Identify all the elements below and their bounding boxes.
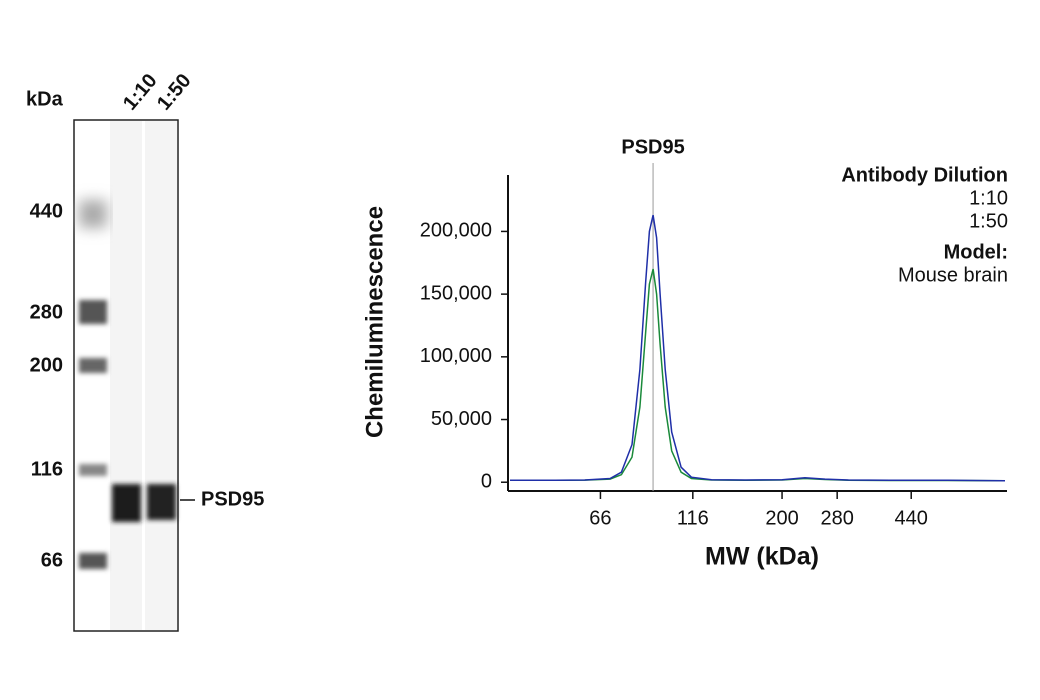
lane — [110, 121, 142, 630]
y-axis-label: Chemiluminescence — [361, 206, 388, 438]
x-tick-label: 116 — [677, 507, 709, 529]
ladder-band — [79, 553, 107, 569]
target-band — [112, 484, 141, 522]
target-label: PSD95 — [201, 488, 264, 510]
lane-label: 1:50 — [153, 70, 196, 115]
gel: kDa 1:10 1:50 PSD95 — [26, 70, 264, 632]
ladder-label: 280 — [30, 301, 63, 323]
ladder-label: 200 — [30, 354, 63, 376]
legend-title: Antibody Dilution — [841, 164, 1008, 186]
unit-label: kDa — [26, 88, 64, 110]
legend-entry: 1:10 — [969, 187, 1008, 209]
y-tick-label: 0 — [481, 471, 492, 493]
ladder-band — [79, 358, 107, 373]
y-tick-label: 150,000 — [420, 282, 492, 304]
series-line — [510, 214, 1006, 482]
y-tick-label: 200,000 — [420, 220, 492, 242]
x-axis-label: MW (kDa) — [705, 543, 819, 571]
ladder-band — [79, 300, 107, 324]
target-band — [147, 484, 176, 520]
legend-entry: 1:50 — [969, 210, 1008, 232]
lane — [145, 121, 177, 630]
ladder-label: 440 — [30, 200, 63, 222]
x-tick-label: 280 — [820, 507, 853, 529]
ladder-label: 66 — [41, 549, 63, 571]
lane-label: 1:10 — [119, 70, 162, 115]
ladder-band — [79, 464, 107, 476]
x-tick-label: 440 — [895, 507, 928, 529]
model-label: Model: — [944, 241, 1008, 263]
ladder-band — [79, 200, 107, 228]
x-tick-label: 200 — [765, 507, 798, 529]
x-tick-label: 66 — [589, 507, 611, 529]
peak-label: PSD95 — [621, 136, 684, 158]
series-line — [510, 268, 1006, 482]
y-tick-label: 50,000 — [431, 408, 492, 430]
ladder-label: 116 — [31, 458, 63, 480]
model-value: Mouse brain — [898, 264, 1008, 286]
y-tick-label: 100,000 — [420, 345, 492, 367]
